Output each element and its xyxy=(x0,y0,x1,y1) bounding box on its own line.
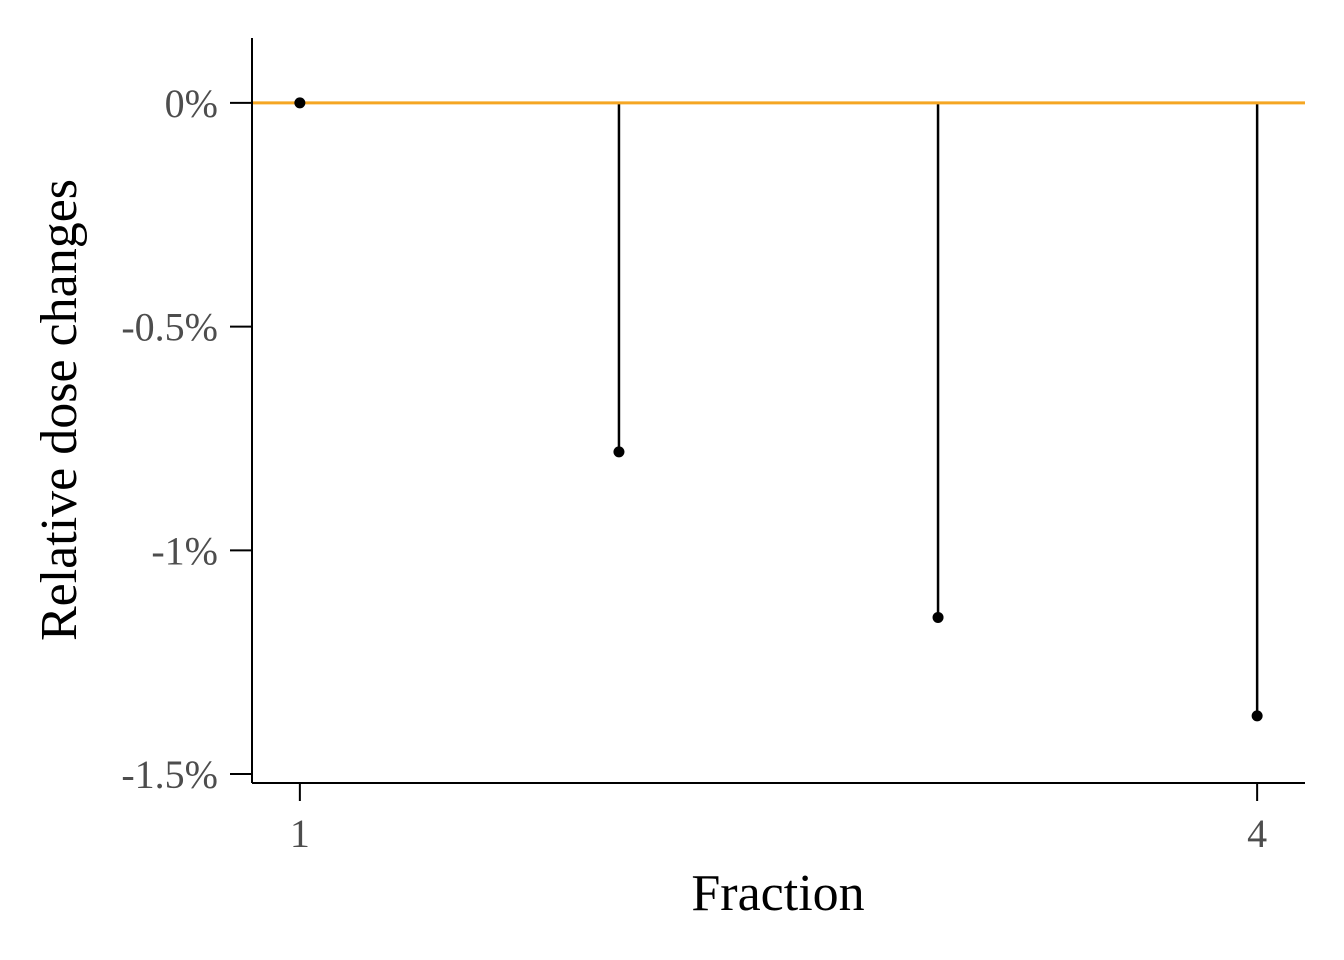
plot-area xyxy=(252,97,1305,722)
x-tick-label: 1 xyxy=(290,811,310,856)
data-point xyxy=(613,446,625,458)
data-point xyxy=(294,97,306,109)
y-tick-label: -1% xyxy=(151,528,218,573)
y-axis-title: Relative dose changes xyxy=(31,179,88,641)
y-axis-ticks: 0% -0.5% -1% -1.5% xyxy=(121,81,252,797)
x-tick-label: 4 xyxy=(1247,811,1267,856)
data-point xyxy=(1251,710,1263,722)
y-tick-label: 0% xyxy=(165,81,218,126)
y-tick-label: -1.5% xyxy=(121,752,218,797)
data-point xyxy=(932,611,944,623)
x-axis-title: Fraction xyxy=(691,865,864,922)
y-tick-label: -0.5% xyxy=(121,305,218,350)
